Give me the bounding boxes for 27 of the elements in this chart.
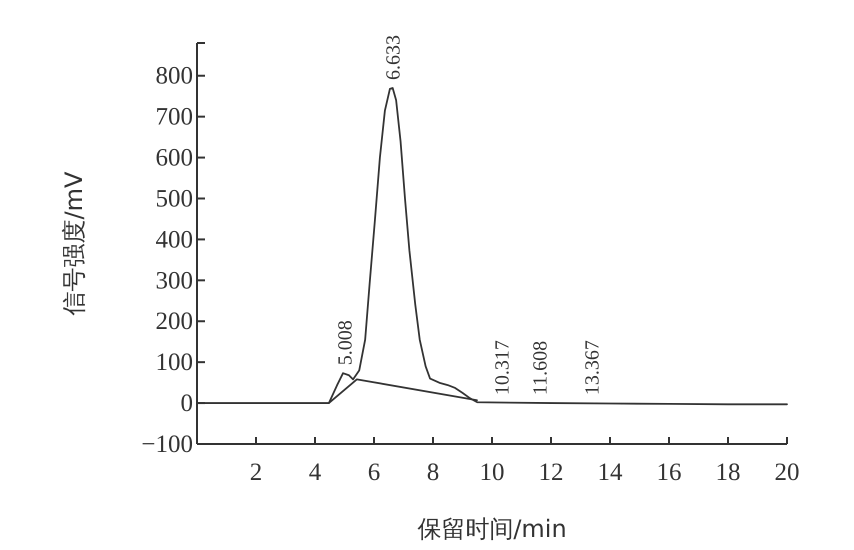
y-tick-label: 0 [180,390,193,418]
y-tick-label: 700 [156,104,193,131]
x-tick-label: 8 [426,459,440,486]
y-tick-label: 600 [156,144,193,172]
x-tick-label: 6 [368,459,380,486]
x-tick-label: 10 [480,459,504,486]
x-tick-label: 4 [308,459,322,486]
annotation: 10.317 [491,340,514,396]
y-tick-label: 800 [156,62,193,90]
annotation: 13.367 [581,340,604,396]
x-tick-label: 14 [598,459,623,486]
x-tick-label: 2 [250,459,262,486]
y-tick-label: 500 [156,185,193,212]
y-tick-label: −100 [141,431,193,458]
y-axis-title: 信号强度/mV [60,170,88,316]
annotation: 6.633 [382,35,405,80]
x-axis-title: 保留时间/min [417,515,567,543]
y-tick-label: 400 [156,226,193,254]
x-tick-label: 18 [716,459,740,486]
y-tick-label: 300 [156,267,193,294]
x-tick-label: 12 [538,459,564,486]
y-tick-label: 200 [156,308,193,336]
annotation: 5.008 [334,320,357,366]
x-tick-label: 20 [774,459,800,486]
x-tick-label: 16 [656,459,682,486]
annotation: 11.608 [529,340,552,396]
y-tick-label: 100 [156,349,193,376]
